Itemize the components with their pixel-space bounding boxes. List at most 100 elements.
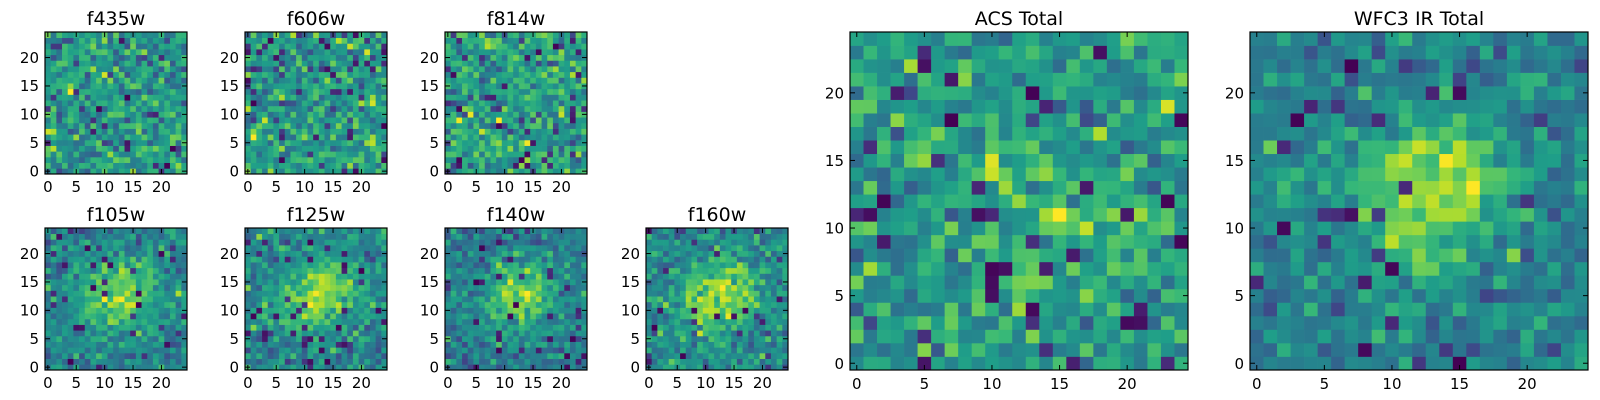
heatmap-cell bbox=[284, 156, 291, 163]
heatmap-cell bbox=[67, 341, 74, 348]
heatmap-cell bbox=[456, 364, 463, 371]
heatmap-cell bbox=[998, 342, 1013, 357]
heatmap-cell bbox=[290, 239, 297, 246]
heatmap-cell bbox=[96, 54, 103, 61]
heatmap-cell bbox=[462, 66, 469, 73]
heatmap-cell bbox=[301, 111, 308, 118]
heatmap-cell bbox=[250, 156, 257, 163]
heatmap-cell bbox=[776, 245, 783, 252]
heatmap-cell bbox=[479, 239, 486, 246]
heatmap-cell bbox=[107, 66, 114, 73]
heatmap-cell bbox=[736, 233, 743, 240]
heatmap-cell bbox=[181, 37, 188, 44]
heatmap-cell bbox=[107, 168, 114, 175]
heatmap-cell bbox=[552, 341, 559, 348]
heatmap-cell bbox=[564, 245, 571, 252]
heatmap-cell bbox=[135, 32, 142, 39]
heatmap-cell bbox=[135, 156, 142, 163]
heatmap-cell bbox=[124, 162, 131, 169]
heatmap-cell bbox=[467, 228, 474, 235]
heatmap-cell bbox=[564, 358, 571, 365]
heatmap-cell bbox=[719, 262, 726, 269]
heatmap-cell bbox=[73, 117, 80, 124]
heatmap-cell bbox=[307, 139, 314, 146]
heatmap-cell bbox=[697, 245, 704, 252]
heatmap-cell bbox=[318, 128, 325, 135]
heatmap-cell bbox=[445, 94, 452, 101]
heatmap-cell bbox=[256, 296, 263, 303]
heatmap-cell bbox=[118, 122, 125, 129]
heatmap-cell bbox=[313, 43, 320, 50]
heatmap-cell bbox=[697, 279, 704, 286]
heatmap-cell bbox=[507, 60, 514, 67]
heatmap-cell bbox=[335, 139, 342, 146]
heatmap-cell bbox=[79, 245, 86, 252]
heatmap-cell bbox=[541, 134, 548, 141]
heatmap-cell bbox=[101, 233, 108, 240]
heatmap-cell bbox=[736, 239, 743, 246]
heatmap-cell bbox=[101, 267, 108, 274]
heatmap-cell bbox=[569, 347, 576, 354]
heatmap-cell bbox=[101, 313, 108, 320]
heatmap-cell bbox=[62, 256, 69, 263]
heatmap-cell bbox=[135, 267, 142, 274]
heatmap-cell bbox=[467, 117, 474, 124]
heatmap-cell bbox=[96, 94, 103, 101]
heatmap-cell bbox=[330, 88, 337, 95]
heatmap-cell bbox=[581, 43, 588, 50]
heatmap-cell bbox=[759, 335, 766, 342]
heatmap-cell bbox=[490, 228, 497, 235]
heatmap-cell bbox=[107, 364, 114, 371]
heatmap-cell bbox=[107, 88, 114, 95]
heatmap-cell bbox=[714, 239, 721, 246]
heatmap-cell bbox=[147, 364, 154, 371]
heatmap-cell bbox=[702, 358, 709, 365]
heatmap-cell bbox=[50, 168, 57, 175]
heatmap-cell bbox=[1093, 275, 1108, 290]
heatmap-cell bbox=[56, 105, 63, 112]
y-tick-label: 15 bbox=[420, 273, 439, 291]
heatmap-cell bbox=[347, 296, 354, 303]
heatmap-cell bbox=[513, 352, 520, 359]
heatmap-cell bbox=[284, 228, 291, 235]
heatmap-cell bbox=[450, 128, 457, 135]
heatmap-cell bbox=[490, 347, 497, 354]
heatmap-cell bbox=[535, 122, 542, 129]
heatmap-cell bbox=[267, 128, 274, 135]
heatmap-cell bbox=[651, 245, 658, 252]
heatmap-cell bbox=[152, 32, 159, 39]
x-tick-label: 10 bbox=[495, 178, 514, 196]
heatmap-cell bbox=[101, 83, 108, 90]
heatmap-cell bbox=[96, 49, 103, 56]
heatmap-cell bbox=[164, 145, 171, 152]
heatmap-cell bbox=[79, 352, 86, 359]
heatmap-cell bbox=[141, 330, 148, 337]
heatmap-cell bbox=[674, 296, 681, 303]
heatmap-cell bbox=[341, 347, 348, 354]
heatmap-cell bbox=[776, 307, 783, 314]
heatmap-cell bbox=[335, 32, 342, 39]
heatmap-cell bbox=[245, 60, 252, 67]
heatmap-cell bbox=[381, 134, 388, 141]
heatmap-cell bbox=[73, 250, 80, 257]
heatmap-cell bbox=[90, 128, 97, 135]
heatmap-cell bbox=[341, 233, 348, 240]
heatmap-cell bbox=[118, 71, 125, 78]
heatmap-cell bbox=[1120, 342, 1135, 357]
heatmap-cell bbox=[335, 290, 342, 297]
heatmap-cell bbox=[250, 49, 257, 56]
heatmap-cell bbox=[917, 221, 932, 236]
heatmap-cell bbox=[467, 88, 474, 95]
heatmap-cell bbox=[530, 139, 537, 146]
heatmap-cell bbox=[262, 37, 269, 44]
heatmap-cell bbox=[1174, 302, 1189, 317]
heatmap-cell bbox=[731, 256, 738, 263]
heatmap-cell bbox=[90, 358, 97, 365]
heatmap-cell bbox=[301, 66, 308, 73]
heatmap-cell bbox=[152, 335, 159, 342]
heatmap-cell bbox=[290, 262, 297, 269]
heatmap-cell bbox=[1174, 221, 1189, 236]
heatmap-cell bbox=[135, 122, 142, 129]
heatmap-cell bbox=[141, 313, 148, 320]
heatmap-cell bbox=[569, 358, 576, 365]
